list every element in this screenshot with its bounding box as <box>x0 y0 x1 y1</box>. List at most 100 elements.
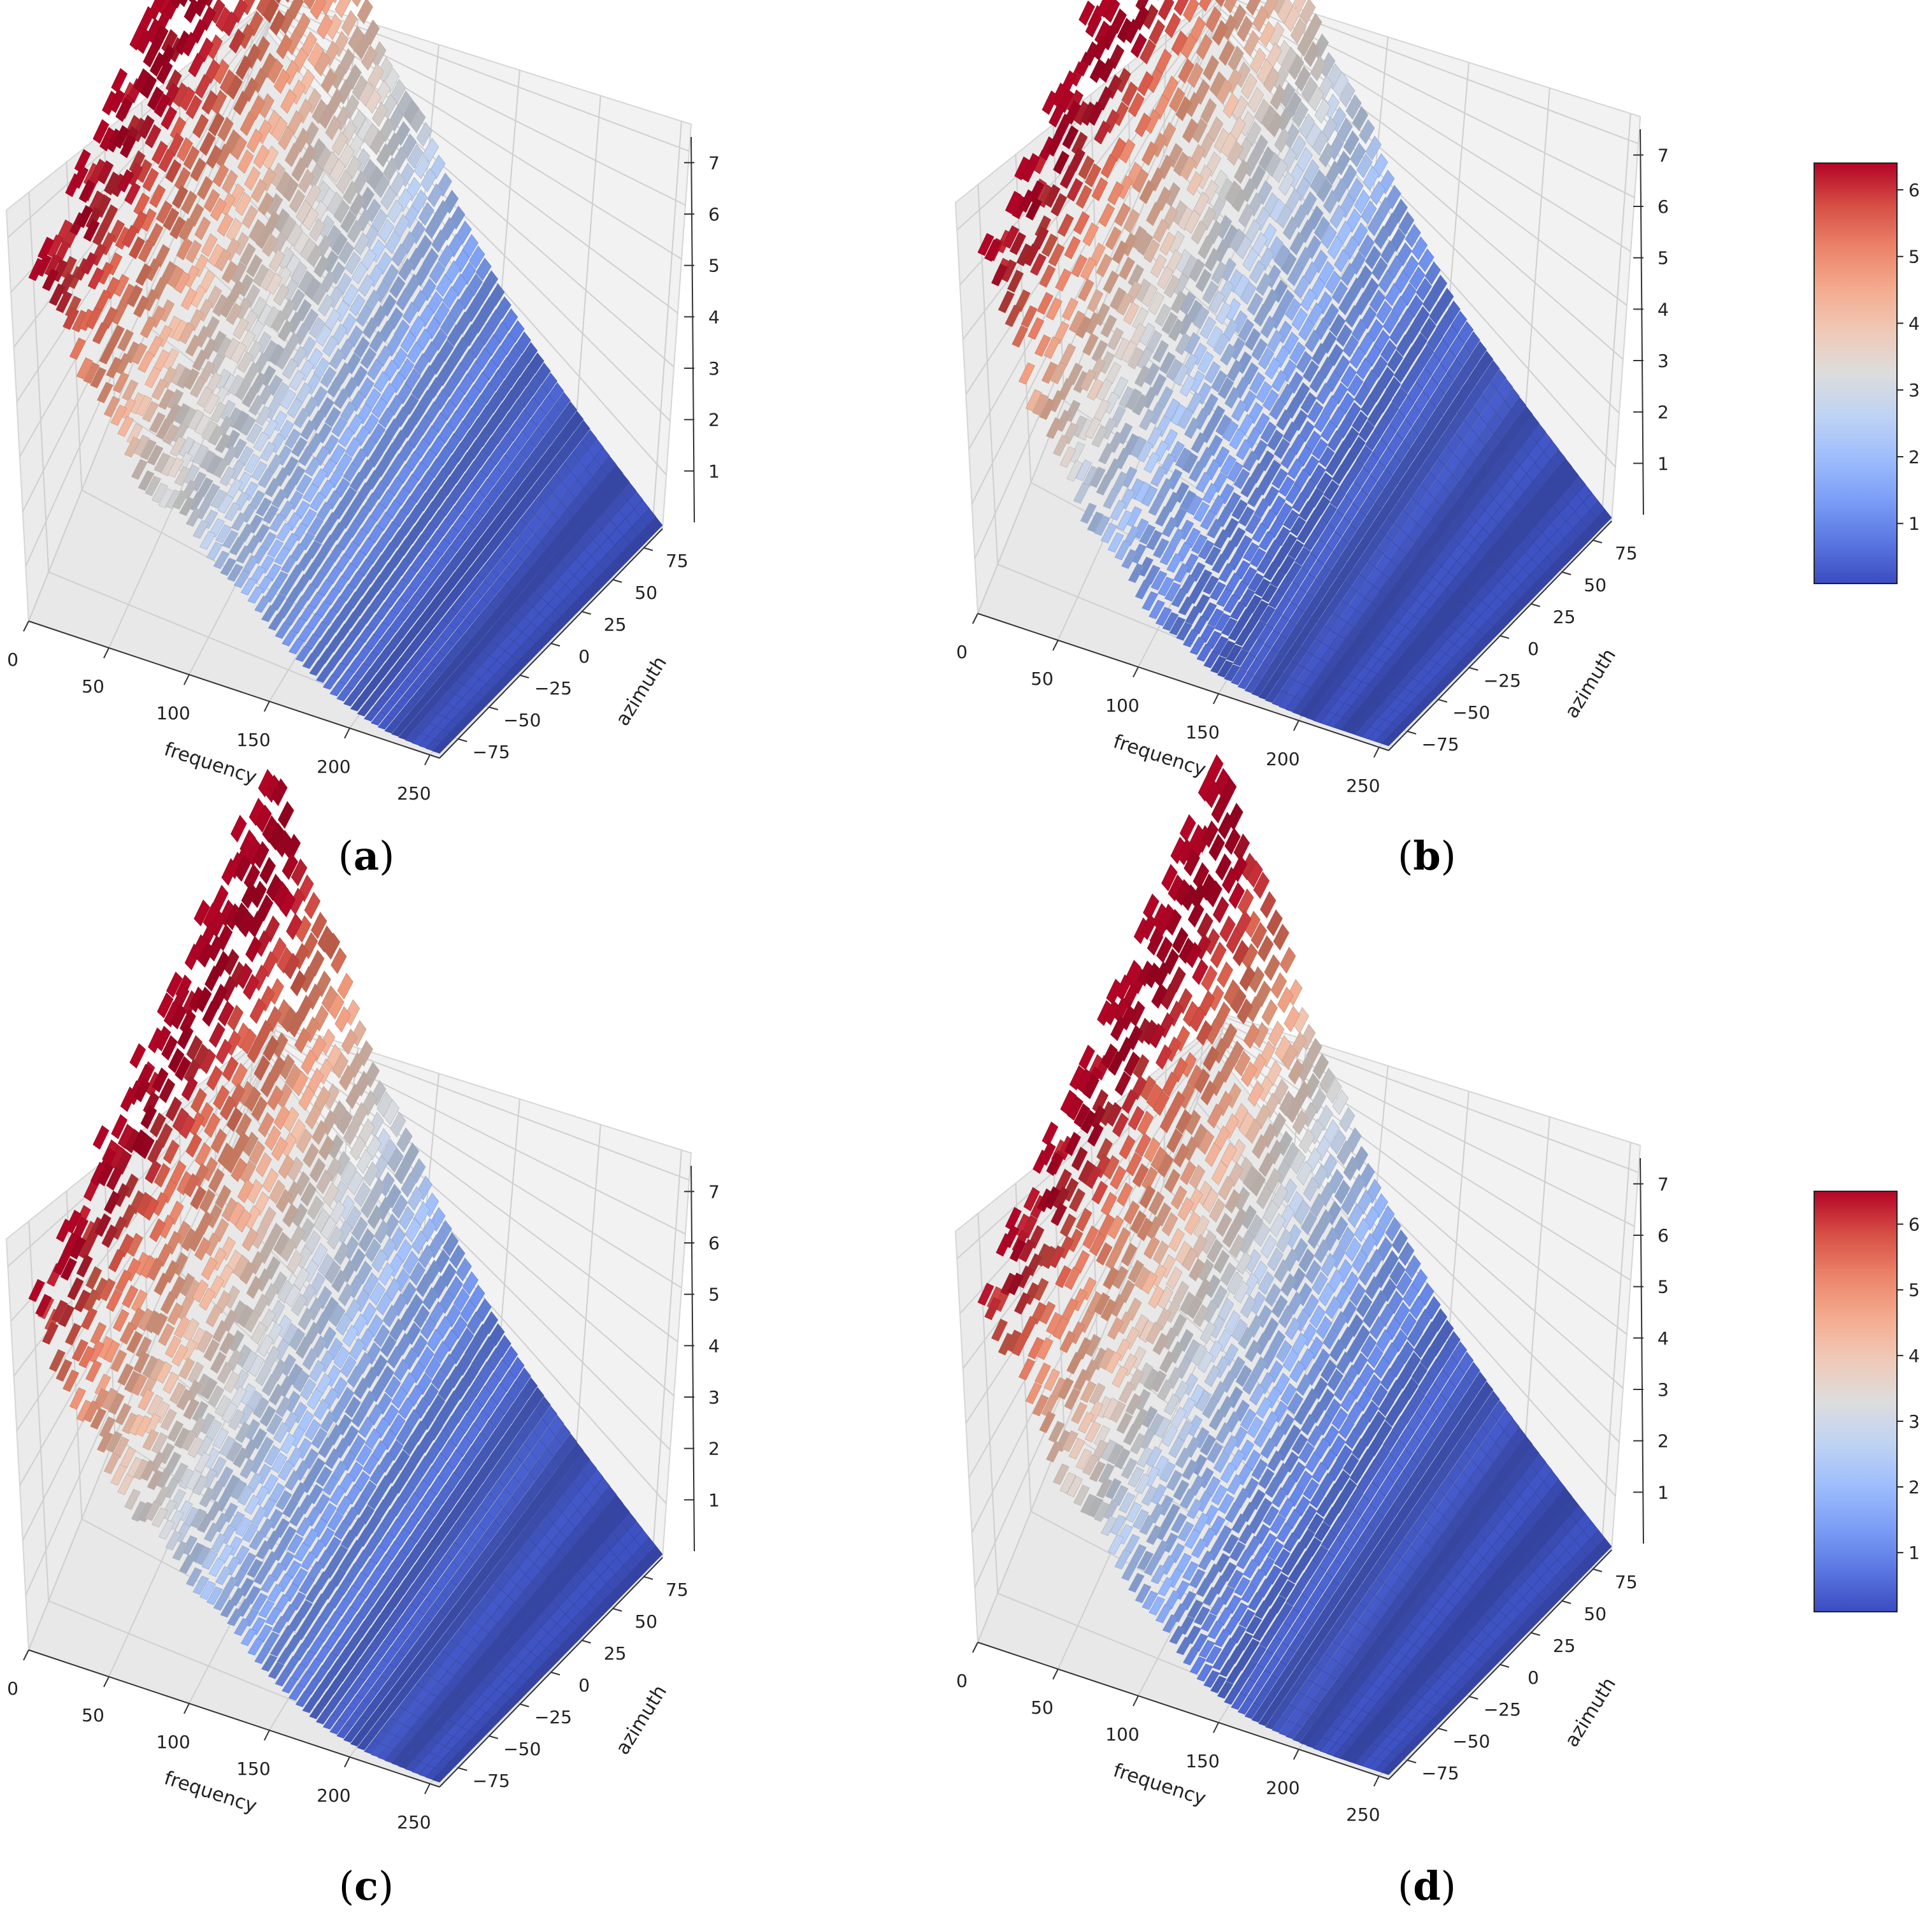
surface-facet <box>318 294 334 317</box>
surface-facet <box>237 149 254 174</box>
surface-facet <box>278 801 294 829</box>
surface-facet <box>318 215 334 239</box>
surface-facet <box>394 214 410 238</box>
surface-facet <box>310 0 327 20</box>
x-tick-mark <box>264 1730 270 1741</box>
caption-letter: c <box>354 1863 378 1909</box>
surface-facet <box>221 261 238 283</box>
surface-facet <box>367 359 383 380</box>
surface-facet <box>143 42 160 68</box>
surface-facet <box>297 270 314 294</box>
x-tick-label: 50 <box>82 676 104 697</box>
caption-paren: ( <box>1398 833 1413 879</box>
surface-facet <box>273 283 290 306</box>
z-axis-line <box>691 136 695 523</box>
x-tick-label: 100 <box>156 1732 190 1753</box>
x-tick-mark <box>1133 666 1139 678</box>
y-tick-mark <box>1561 571 1571 575</box>
z-tick-label: 7 <box>1657 145 1669 166</box>
surface-facet <box>410 108 426 134</box>
surface-facet <box>203 189 220 213</box>
surface-facet <box>354 34 371 60</box>
z-axis-line <box>1640 129 1644 515</box>
surface-facet <box>183 0 201 24</box>
surface-facet <box>407 144 424 169</box>
surface-facet <box>303 0 315 10</box>
surface-facet <box>387 199 403 224</box>
surface-facet <box>329 158 346 183</box>
surface-facet <box>285 29 302 55</box>
grid-back-z-3 <box>272 11 678 314</box>
surface-facet <box>329 348 345 370</box>
surface-facet <box>371 397 388 419</box>
surface-facet <box>206 145 222 169</box>
surface-facet <box>183 145 200 170</box>
panel-caption: (c) <box>339 1863 394 1909</box>
y-tick-mark <box>612 1608 622 1612</box>
surface-facet <box>345 251 361 275</box>
y-tick-mark <box>1499 635 1510 639</box>
surface-facet <box>325 115 341 141</box>
surface-facet <box>422 138 440 163</box>
surface-facet <box>349 192 366 217</box>
caption-letter: b <box>1413 833 1440 879</box>
surface-facet <box>438 245 454 268</box>
surface-facet <box>271 116 288 141</box>
caption-letter: a <box>354 833 379 879</box>
surface-facet <box>234 297 252 320</box>
surface-facet <box>442 285 459 309</box>
surface-facet <box>273 208 290 233</box>
surface-facet <box>370 41 387 68</box>
surface-facet <box>158 148 175 173</box>
surface-facet <box>194 216 211 240</box>
surface-facet <box>409 315 426 338</box>
y-tick-mark <box>582 611 591 615</box>
surface-facet <box>92 1125 110 1150</box>
surface-facet <box>111 68 128 93</box>
surface-facet <box>262 233 278 257</box>
colorbar <box>1814 162 1898 584</box>
surface-facet <box>367 166 383 190</box>
y-tick-label: −75 <box>473 1770 510 1791</box>
z-tick-label: 2 <box>708 410 720 431</box>
y-tick-mark <box>550 643 561 647</box>
caption-paren: ) <box>378 1863 394 1909</box>
surface-facet <box>326 13 342 40</box>
surface-facet <box>403 99 420 125</box>
surface-facet <box>313 255 330 278</box>
y-tick-mark <box>612 579 622 583</box>
x-tick-label: 0 <box>7 649 18 670</box>
surface-facet <box>349 471 366 492</box>
x-tick-mark <box>344 1756 350 1768</box>
surface-facet <box>179 86 196 111</box>
surface-facet <box>336 169 352 194</box>
surface-facet <box>354 232 370 256</box>
surface-facet <box>309 218 326 242</box>
surface-facet <box>136 29 153 54</box>
x-tick-label: 100 <box>156 703 190 724</box>
surface-facet <box>320 366 337 388</box>
surface-facet <box>431 229 448 253</box>
surface-facet <box>368 62 384 89</box>
surface-facet <box>262 0 280 24</box>
y-tick-label: 50 <box>1584 575 1606 596</box>
surface-facet <box>285 0 290 3</box>
z-tick-label: 6 <box>708 204 720 225</box>
surface-facet <box>231 135 247 161</box>
surface-facet <box>273 382 290 403</box>
x-tick-label: 200 <box>317 756 350 777</box>
colorbar-tick-label: 5 <box>1908 247 1920 268</box>
grid-left-y-0 <box>28 192 50 572</box>
surface-facet <box>275 170 292 196</box>
surface-facet <box>347 219 364 243</box>
colorbar-tick-label: 3 <box>1908 380 1920 401</box>
surface-facet <box>271 310 287 333</box>
surface-facet <box>247 128 263 154</box>
surface-facet <box>317 13 333 39</box>
surface-facet <box>275 0 282 4</box>
y-tick-label: 0 <box>578 1675 590 1696</box>
surface-facet <box>210 197 227 222</box>
surface-facet <box>336 453 353 473</box>
